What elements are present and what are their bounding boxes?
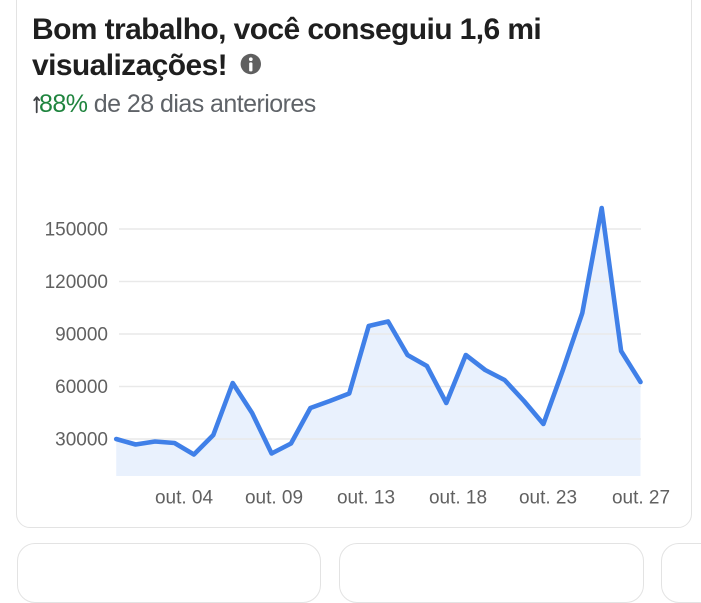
svg-text:60000: 60000 xyxy=(55,377,108,398)
svg-text:30000: 30000 xyxy=(55,430,108,451)
svg-text:out. 27: out. 27 xyxy=(612,488,670,509)
svg-text:120000: 120000 xyxy=(45,272,108,293)
svg-text:150000: 150000 xyxy=(45,220,108,241)
svg-text:out. 18: out. 18 xyxy=(429,488,487,509)
svg-text:out. 13: out. 13 xyxy=(337,488,395,509)
svg-text:out. 09: out. 09 xyxy=(245,488,303,509)
svg-text:out. 04: out. 04 xyxy=(155,488,214,509)
svg-text:out. 23: out. 23 xyxy=(519,488,577,509)
svg-text:90000: 90000 xyxy=(55,325,108,346)
